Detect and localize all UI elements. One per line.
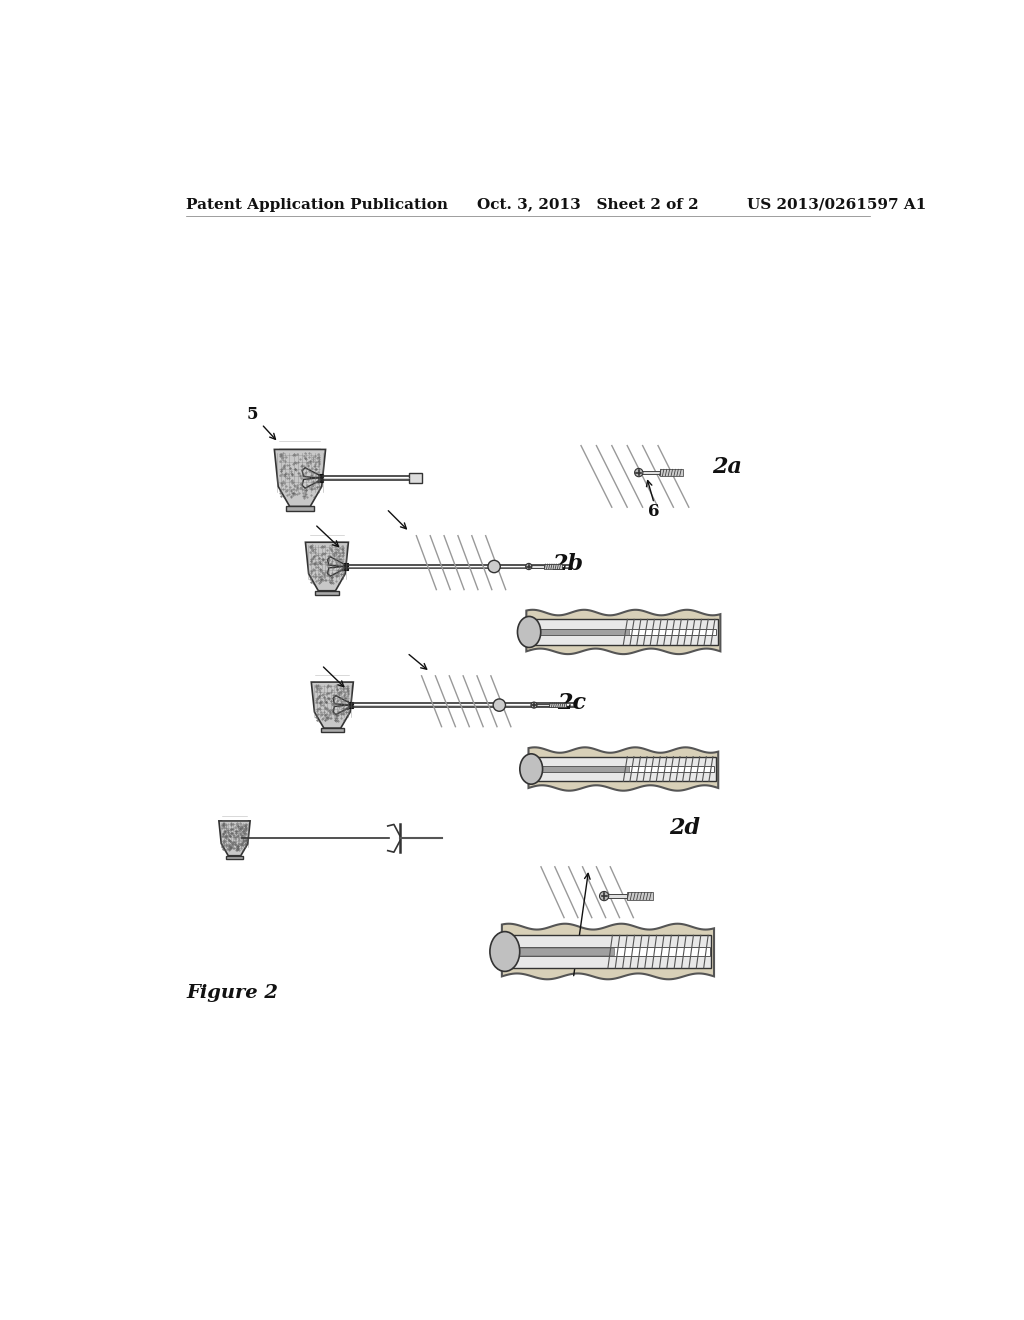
Polygon shape [502, 924, 714, 979]
Bar [321, 729, 344, 733]
Bar [508, 948, 613, 956]
Bar [534, 767, 629, 772]
Bar [531, 756, 716, 781]
Circle shape [525, 564, 531, 570]
Bar [409, 473, 422, 483]
Polygon shape [274, 449, 326, 507]
Bar [226, 855, 243, 859]
Circle shape [635, 469, 643, 477]
Polygon shape [528, 747, 718, 791]
Bar [286, 507, 314, 511]
Bar [532, 766, 714, 772]
Text: 6: 6 [648, 503, 659, 520]
Text: Oct. 3, 2013   Sheet 2 of 2: Oct. 3, 2013 Sheet 2 of 2 [477, 198, 698, 211]
Text: 2c: 2c [557, 692, 586, 714]
Bar [343, 564, 347, 570]
Polygon shape [328, 557, 343, 566]
Circle shape [599, 891, 608, 900]
Circle shape [488, 560, 501, 573]
Ellipse shape [520, 754, 543, 784]
Bar [336, 562, 343, 570]
Bar [349, 702, 352, 709]
Bar [627, 892, 652, 900]
Bar [530, 628, 716, 635]
Text: Figure 2: Figure 2 [186, 983, 278, 1002]
Text: 5: 5 [247, 407, 258, 424]
Polygon shape [311, 682, 353, 729]
Text: Patent Application Publication: Patent Application Publication [186, 198, 449, 211]
Bar [545, 564, 562, 569]
Polygon shape [302, 478, 319, 488]
Bar [341, 701, 348, 709]
Polygon shape [333, 705, 349, 714]
Bar [604, 894, 627, 898]
Bar [506, 948, 710, 956]
Bar [534, 704, 549, 706]
Polygon shape [302, 467, 319, 478]
Circle shape [530, 702, 537, 708]
Text: 2a: 2a [712, 455, 741, 478]
Polygon shape [328, 566, 343, 577]
Polygon shape [219, 821, 250, 855]
Ellipse shape [517, 616, 541, 648]
Text: 2d: 2d [670, 817, 700, 840]
Bar [528, 565, 545, 568]
Ellipse shape [489, 932, 520, 972]
Bar [659, 470, 683, 475]
Bar [531, 630, 629, 635]
Text: 2b: 2b [552, 553, 583, 576]
Bar [549, 702, 566, 708]
Polygon shape [333, 696, 349, 705]
Bar [505, 936, 711, 968]
Bar [319, 474, 324, 482]
Bar [639, 471, 659, 474]
Circle shape [494, 700, 506, 711]
Bar [529, 619, 718, 644]
Polygon shape [305, 543, 348, 591]
Text: US 2013/0261597 A1: US 2013/0261597 A1 [746, 198, 926, 211]
Bar [315, 591, 339, 595]
Bar [310, 474, 319, 482]
Polygon shape [526, 610, 720, 655]
